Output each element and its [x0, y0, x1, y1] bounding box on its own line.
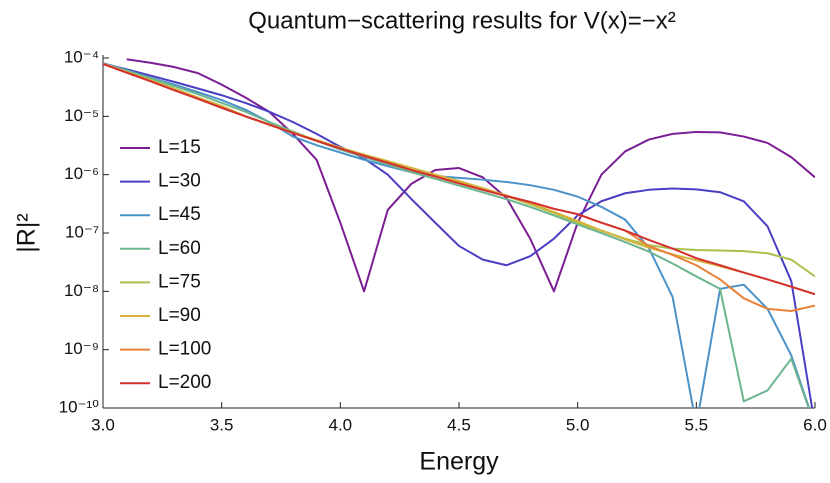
- plot-area: [103, 58, 815, 408]
- y-tick-label: 10⁻⁹: [64, 339, 99, 358]
- legend-label: L=45: [158, 204, 201, 225]
- x-tick-label: 5.0: [566, 415, 590, 434]
- series-line: [126, 58, 815, 293]
- y-tick-label: 10⁻⁸: [64, 281, 99, 300]
- legend-label: L=75: [158, 271, 201, 292]
- x-tick-label: 4.0: [329, 415, 353, 434]
- x-tick-label: 3.5: [210, 415, 234, 434]
- y-tick-label: 10⁻¹⁰: [59, 397, 100, 416]
- y-axis-label: |R|²: [13, 213, 41, 252]
- legend-label: L=200: [158, 372, 211, 393]
- series-line: [103, 62, 811, 408]
- y-tick-label: 10⁻⁷: [65, 222, 99, 241]
- legend-label: L=60: [158, 238, 201, 259]
- legend-label: L=30: [158, 171, 201, 192]
- chart-title: Quantum−scattering results for V(x)=−x²: [248, 7, 676, 34]
- legend-label: L=15: [158, 137, 201, 158]
- y-tick-label: 10⁻⁶: [64, 164, 99, 183]
- x-tick-label: 4.5: [447, 415, 471, 434]
- y-tick-label: 10⁻⁴: [64, 47, 99, 66]
- series-line: [103, 63, 815, 296]
- x-axis-label: Energy: [419, 448, 499, 476]
- y-tick-label: 10⁻⁵: [64, 106, 99, 125]
- x-tick-label: 3.0: [91, 415, 115, 434]
- series-line: [103, 62, 815, 295]
- legend-label: L=100: [158, 339, 211, 360]
- series-line: [103, 62, 814, 408]
- x-tick-label: 5.5: [685, 415, 709, 434]
- series-line: [103, 62, 810, 408]
- x-tick-label: 6.0: [803, 415, 827, 434]
- legend-label: L=90: [158, 305, 201, 326]
